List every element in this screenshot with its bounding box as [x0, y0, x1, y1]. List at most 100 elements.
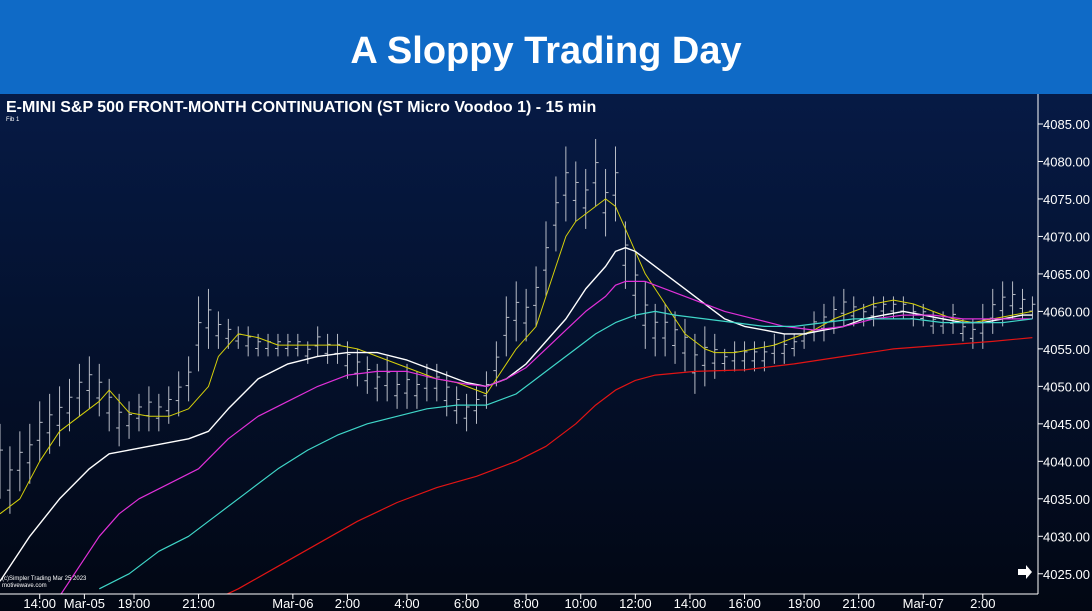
- candle: [116, 393, 123, 447]
- y-tick-label: 4085.00: [1043, 117, 1090, 132]
- source-text: motivewave.com: [2, 583, 47, 589]
- candle: [165, 386, 172, 424]
- candle: [483, 371, 490, 409]
- candle: [523, 288, 530, 342]
- candle: [26, 423, 33, 484]
- x-tick-label: 4:00: [394, 596, 419, 611]
- candle: [225, 318, 232, 349]
- candle: [195, 296, 202, 372]
- y-tick-label: 4080.00: [1043, 154, 1090, 169]
- candle: [741, 341, 748, 372]
- candle: [602, 168, 609, 237]
- y-tick-label: 4055.00: [1043, 342, 1090, 357]
- y-tick-label: 4040.00: [1043, 454, 1090, 469]
- candle: [36, 401, 43, 462]
- candle: [503, 296, 510, 357]
- candle: [384, 356, 391, 402]
- chart-svg[interactable]: 4025.00 4030.00 4035.00 4040.00 4045.00 4050.…: [0, 94, 1092, 611]
- candle: [433, 363, 440, 402]
- candle: [126, 401, 133, 439]
- y-tick-label: 4050.00: [1043, 379, 1090, 394]
- candle: [96, 363, 103, 417]
- candle: [562, 146, 569, 222]
- x-tick-label: 21:00: [182, 596, 215, 611]
- x-tick-label: 16:00: [728, 596, 761, 611]
- x-tick-label: 14:00: [23, 596, 56, 611]
- candle: [681, 318, 688, 372]
- chart-background: [0, 94, 1092, 611]
- candle: [979, 303, 986, 349]
- right-arrow-icon[interactable]: [1018, 565, 1032, 579]
- candle: [314, 326, 321, 357]
- candle: [374, 363, 381, 402]
- x-tick-label: 14:00: [674, 596, 707, 611]
- chart-title: E-MINI S&P 500 FRONT-MONTH CONTINUATION …: [6, 99, 596, 116]
- candle: [1009, 281, 1016, 319]
- y-tick-label: 4065.00: [1043, 267, 1090, 282]
- series-line-fast: [0, 198, 1033, 515]
- candle: [215, 311, 222, 349]
- candle: [66, 378, 73, 432]
- page-title: A Sloppy Trading Day: [350, 30, 742, 72]
- series-line-red: [225, 337, 1033, 594]
- x-tick-label: Mar-07: [903, 596, 944, 611]
- candle: [1019, 288, 1026, 319]
- candle: [245, 326, 252, 357]
- candle: [552, 176, 559, 252]
- candle: [6, 446, 13, 514]
- chart-subtitle: Fib 1: [6, 117, 20, 123]
- candle: [16, 431, 23, 492]
- candle: [701, 326, 708, 387]
- title-banner: A Sloppy Trading Day: [0, 0, 1092, 94]
- candle: [205, 288, 212, 349]
- y-tick-label: 4060.00: [1043, 304, 1090, 319]
- candle: [354, 348, 361, 387]
- candle: [86, 356, 93, 409]
- x-tick-label: 12:00: [619, 596, 652, 611]
- candle: [106, 378, 113, 432]
- candle: [364, 356, 371, 394]
- candle: [622, 221, 629, 289]
- candle: [612, 146, 619, 222]
- y-tick-label: 4070.00: [1043, 229, 1090, 244]
- candle: [46, 393, 53, 454]
- y-tick-label: 4075.00: [1043, 192, 1090, 207]
- candle: [443, 371, 450, 417]
- x-tick-label: Mar-06: [272, 596, 313, 611]
- copyright-text: (c)Simpler Trading Mar 25 2023: [2, 576, 87, 582]
- candle: [344, 341, 351, 379]
- series-line-cyan: [99, 310, 1033, 590]
- x-tick-label: Mar-05: [64, 596, 105, 611]
- price-chart[interactable]: 4025.00 4030.00 4035.00 4040.00 4045.00 4050.…: [0, 94, 1092, 611]
- candle: [56, 386, 63, 447]
- candle: [463, 393, 470, 432]
- x-tick-label: 2:00: [970, 596, 995, 611]
- x-tick-label: 8:00: [513, 596, 538, 611]
- candle: [989, 288, 996, 334]
- y-tick-label: 4025.00: [1043, 567, 1090, 582]
- candle: [155, 393, 162, 432]
- x-axis: 14:00 Mar-05 19:00 21:00 Mar-06 2:00 4:00 6:00 8…: [23, 594, 995, 611]
- candles-layer: [0, 138, 1036, 514]
- x-tick-label: 21:00: [842, 596, 875, 611]
- candle: [751, 341, 758, 372]
- candle: [642, 281, 649, 349]
- candle: [632, 251, 639, 319]
- series-line-white: [0, 247, 1033, 582]
- candle: [672, 311, 679, 364]
- x-tick-label: 19:00: [118, 596, 151, 611]
- candle: [592, 138, 599, 207]
- series-line-magenta: [60, 280, 1033, 594]
- y-tick-label: 4035.00: [1043, 492, 1090, 507]
- x-tick-label: 10:00: [564, 596, 597, 611]
- candle: [413, 371, 420, 409]
- y-tick-label: 4045.00: [1043, 417, 1090, 432]
- candle: [185, 356, 192, 402]
- candle: [175, 371, 182, 417]
- candle: [969, 318, 976, 349]
- x-tick-label: 2:00: [335, 596, 360, 611]
- y-axis: 4025.00 4030.00 4035.00 4040.00 4045.00 4050.…: [1038, 117, 1090, 582]
- candle: [691, 333, 698, 394]
- candle: [543, 221, 549, 297]
- candle: [324, 333, 331, 364]
